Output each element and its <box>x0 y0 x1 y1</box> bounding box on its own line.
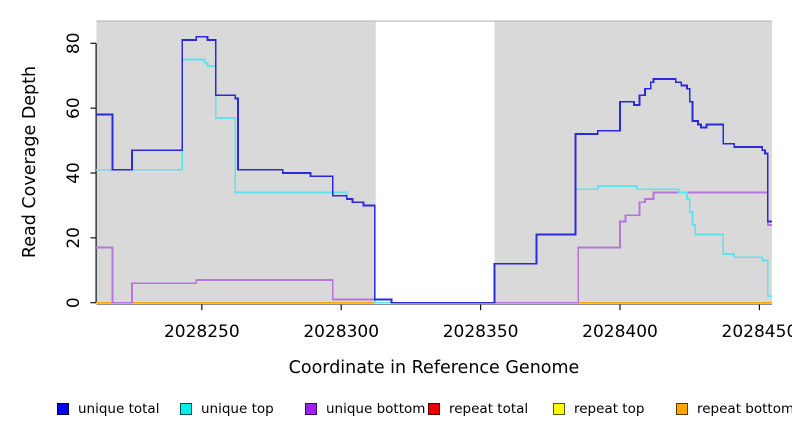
gap-band <box>375 21 495 305</box>
legend-label: repeat bottom <box>697 401 792 417</box>
legend-swatch-repeat-top <box>553 403 565 415</box>
x-tick-label: 2028450 <box>722 322 792 342</box>
y-tick-label: 60 <box>64 97 84 119</box>
legend-label: repeat top <box>574 401 645 417</box>
y-tick-label: 0 <box>64 297 84 308</box>
x-tick-label: 2028250 <box>164 322 240 342</box>
x-tick-label: 2028350 <box>443 322 519 342</box>
legend-item-unique-top: unique top <box>180 398 274 420</box>
legend-label: unique top <box>201 401 274 417</box>
y-tick-label: 20 <box>64 227 84 249</box>
series-unique-total <box>95 35 772 304</box>
legend-item-unique-total: unique total <box>57 398 159 420</box>
series-unique-bottom <box>95 191 772 304</box>
y-tick-label: 40 <box>64 162 84 184</box>
legend-swatch-repeat-total <box>428 403 440 415</box>
x-tick-label: 2028400 <box>582 322 658 342</box>
legend-item-unique-bottom: unique bottom <box>305 398 425 420</box>
y-tick-label: 80 <box>64 32 84 54</box>
legend-swatch-unique-top <box>180 403 192 415</box>
legend-label: repeat total <box>449 401 529 417</box>
x-tick-label: 2028300 <box>303 322 379 342</box>
legend-label: unique bottom <box>326 401 426 417</box>
legend-label: unique total <box>78 401 160 417</box>
legend-item-repeat-top: repeat top <box>553 398 644 420</box>
legend-swatch-unique-bottom <box>305 403 317 415</box>
legend-item-repeat-bottom: repeat bottom <box>676 398 792 420</box>
legend-swatch-repeat-bottom <box>676 403 688 415</box>
legend: unique total unique top unique bottom re… <box>0 398 792 422</box>
legend-swatch-unique-total <box>57 403 69 415</box>
x-axis-title: Coordinate in Reference Genome <box>288 358 580 378</box>
y-axis-title: Read Coverage Depth <box>20 65 40 259</box>
legend-item-repeat-total: repeat total <box>428 398 528 420</box>
